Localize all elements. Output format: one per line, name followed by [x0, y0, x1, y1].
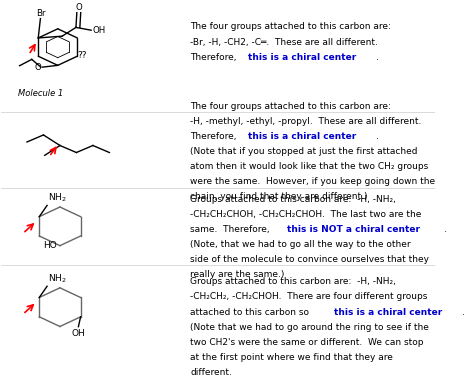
Text: .: .: [462, 308, 465, 317]
Text: atom then it would look like that the two CH₂ groups: atom then it would look like that the tw…: [190, 162, 428, 171]
Text: -CH₂CH₂, -CH₂CHOH.  There are four different groups: -CH₂CH₂, -CH₂CHOH. There are four differ…: [190, 293, 428, 302]
Text: (Note, that we had to go all the way to the other: (Note, that we had to go all the way to …: [190, 240, 410, 249]
Text: The four groups attached to this carbon are:: The four groups attached to this carbon …: [190, 102, 391, 111]
Text: this is a chiral center: this is a chiral center: [248, 53, 356, 62]
Text: O: O: [76, 3, 82, 12]
Text: were the same.  However, if you keep going down the: were the same. However, if you keep goin…: [190, 177, 435, 186]
Text: OH: OH: [93, 26, 106, 35]
Text: .: .: [376, 53, 379, 62]
Text: (Note that we had to go around the ring to see if the: (Note that we had to go around the ring …: [190, 323, 429, 332]
Text: same.  Therefore,: same. Therefore,: [190, 225, 273, 234]
Text: NH$_2$: NH$_2$: [48, 192, 67, 205]
Text: Br: Br: [36, 9, 45, 18]
Text: Therefore,: Therefore,: [190, 132, 239, 141]
Text: Molecule 1: Molecule 1: [18, 89, 63, 98]
Text: -H, -methyl, -ethyl, -propyl.  These are all different.: -H, -methyl, -ethyl, -propyl. These are …: [190, 117, 421, 126]
Text: attached to this carbon so: attached to this carbon so: [190, 308, 312, 317]
Text: at the first point where we find that they are: at the first point where we find that th…: [190, 353, 393, 362]
Text: -CH₂CH₂CHOH, -CH₂CH₂CHOH.  The last two are the: -CH₂CH₂CHOH, -CH₂CH₂CHOH. The last two a…: [190, 210, 421, 219]
Text: Groups attached to this carbon are:  -H, -NH₂,: Groups attached to this carbon are: -H, …: [190, 195, 396, 204]
Text: OH: OH: [72, 329, 85, 338]
Text: -Br, -H, -CH2, -C═.  These are all different.: -Br, -H, -CH2, -C═. These are all differ…: [190, 38, 378, 47]
Text: chain, you find that they are different.): chain, you find that they are different.…: [190, 192, 367, 201]
Text: this is a chiral center: this is a chiral center: [334, 308, 442, 317]
Text: this is a chiral center: this is a chiral center: [248, 132, 356, 141]
Text: side of the molecule to convince ourselves that they: side of the molecule to convince ourselv…: [190, 255, 429, 264]
Text: two CH2's were the same or different.  We can stop: two CH2's were the same or different. We…: [190, 338, 424, 347]
Text: Groups attached to this carbon are:  -H, -NH₂,: Groups attached to this carbon are: -H, …: [190, 277, 396, 286]
Text: (Note that if you stopped at just the first attached: (Note that if you stopped at just the fi…: [190, 147, 418, 156]
Text: this is NOT a chiral center: this is NOT a chiral center: [287, 225, 420, 234]
Text: HO: HO: [44, 241, 57, 250]
Text: The four groups attached to this carbon are:: The four groups attached to this carbon …: [190, 23, 391, 32]
Text: .: .: [445, 225, 447, 234]
Text: different.: different.: [190, 368, 232, 376]
Text: NH$_2$: NH$_2$: [48, 273, 67, 285]
Text: O: O: [34, 63, 41, 71]
Text: ??: ??: [77, 51, 86, 60]
Text: .: .: [376, 132, 379, 141]
Text: Therefore,: Therefore,: [190, 53, 239, 62]
Text: really are the same.): really are the same.): [190, 270, 284, 279]
